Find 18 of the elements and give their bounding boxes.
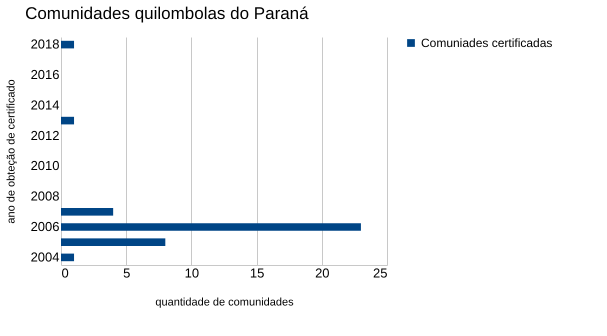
y-tick-label: 2018 bbox=[30, 36, 60, 52]
x-tick-label: 15 bbox=[250, 266, 264, 280]
x-axis-title: quantidade de comunidades bbox=[155, 296, 294, 308]
y-tick-label: 2010 bbox=[30, 158, 60, 174]
y-tick-label: 2016 bbox=[30, 67, 60, 82]
legend-label: Comuniades certificadas bbox=[421, 36, 552, 50]
x-tick-label: 5 bbox=[123, 266, 130, 280]
y-tick-label: 2008 bbox=[30, 188, 60, 204]
x-tick-label: 25 bbox=[373, 266, 388, 280]
x-tick-label: 0 bbox=[62, 266, 69, 280]
x-tick-label: 10 bbox=[184, 266, 200, 280]
y-tick-label: 2006 bbox=[30, 219, 60, 234]
y-tick-label: 2012 bbox=[30, 128, 60, 143]
x-tick-label: 20 bbox=[315, 266, 330, 280]
y-tick-label: 2004 bbox=[30, 249, 60, 264]
y-axis-title: ano de obteção de certificado bbox=[6, 79, 18, 224]
chart-title: Comunidades quilombolas do Paraná bbox=[25, 4, 310, 23]
y-tick-label: 2014 bbox=[30, 97, 60, 112]
